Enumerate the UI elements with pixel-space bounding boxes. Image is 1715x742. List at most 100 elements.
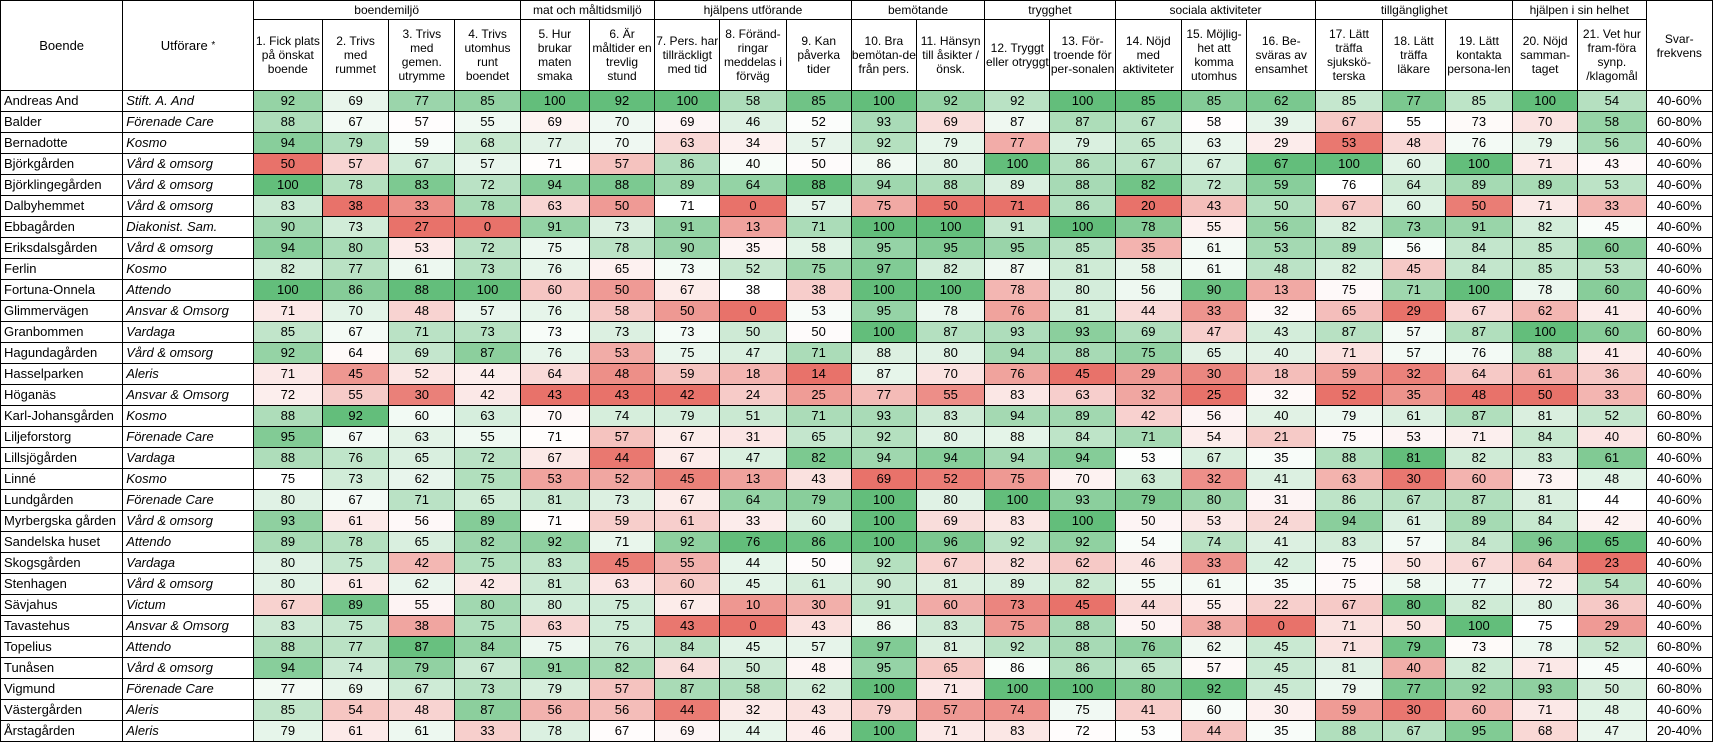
score-cell: 85 <box>252 321 323 343</box>
score-cell: 62 <box>785 678 852 700</box>
score-cell: 71 <box>519 426 590 448</box>
score-cell: 58 <box>719 678 787 700</box>
score-cell: 84 <box>654 636 721 658</box>
score-cell: 56 <box>388 510 456 532</box>
score-cell: 32 <box>1114 384 1182 406</box>
score-cell: 79 <box>1381 636 1446 658</box>
score-cell: 70 <box>588 132 656 154</box>
score-cell: 76 <box>519 258 590 280</box>
score-cell: 89 <box>984 174 1051 196</box>
score-cell: 85 <box>1512 237 1579 259</box>
score-cell: 45 <box>1246 636 1317 658</box>
score-cell: 67 <box>654 279 721 301</box>
score-cell: 87 <box>915 321 986 343</box>
utforare-name: Vardaga <box>122 321 254 343</box>
table-row: Björkgården Vård & omsorg 50 57 67 57 71 57 86 40… <box>0 153 1714 175</box>
score-cell: 52 <box>388 363 456 385</box>
response-rate: 40-60% <box>1645 594 1714 616</box>
score-cell: 71 <box>1315 342 1383 364</box>
score-cell: 92 <box>252 90 323 112</box>
score-cell: 50 <box>785 321 852 343</box>
response-rate: 40-60% <box>1645 573 1714 595</box>
score-cell: 57 <box>321 153 390 175</box>
response-rate: 40-60% <box>1645 657 1714 679</box>
score-cell: 48 <box>388 699 456 721</box>
score-cell: 47 <box>719 447 787 469</box>
score-cell: 13 <box>1246 279 1317 301</box>
score-cell: 88 <box>1315 447 1383 469</box>
score-cell: 60 <box>654 573 721 595</box>
score-cell: 76 <box>719 531 787 553</box>
boende-name: Skogsgården <box>0 552 124 574</box>
score-cell: 80 <box>1381 594 1446 616</box>
score-cell: 94 <box>1049 447 1116 469</box>
score-cell: 80 <box>915 153 986 175</box>
score-cell: 75 <box>454 615 521 637</box>
score-cell: 100 <box>1049 90 1116 112</box>
score-cell: 52 <box>1315 384 1383 406</box>
score-cell: 89 <box>654 174 721 196</box>
score-cell: 0 <box>454 216 521 238</box>
boende-name: Andreas And <box>0 90 124 112</box>
score-cell: 72 <box>1049 720 1116 742</box>
score-cell: 91 <box>984 216 1051 238</box>
boende-name: Vigmund <box>0 678 124 700</box>
utforare-name: Attendo <box>122 279 254 301</box>
score-cell: 50 <box>1512 384 1579 406</box>
score-cell: 93 <box>984 321 1051 343</box>
score-cell: 75 <box>588 594 656 616</box>
score-cell: 30 <box>785 594 852 616</box>
response-rate: 40-60% <box>1645 300 1714 322</box>
utforare-name: Vård & omsorg <box>122 510 254 532</box>
score-cell: 50 <box>1444 195 1514 217</box>
score-cell: 65 <box>785 426 852 448</box>
score-cell: 43 <box>1577 153 1647 175</box>
score-cell: 10 <box>719 594 787 616</box>
score-cell: 65 <box>588 258 656 280</box>
score-cell: 73 <box>654 258 721 280</box>
score-cell: 53 <box>1246 237 1317 259</box>
score-cell: 41 <box>1246 468 1317 490</box>
score-cell: 86 <box>785 531 852 553</box>
utforare-name: Stift. A. And <box>122 90 254 112</box>
boende-name: Lundgården <box>0 489 124 511</box>
utforare-name: Aleris <box>122 720 254 742</box>
score-cell: 77 <box>519 132 590 154</box>
score-cell: 50 <box>719 657 787 679</box>
score-cell: 32 <box>1246 300 1317 322</box>
table-row: Ferlin Kosmo 82 77 61 73 76 65 73 52 75 97 82 87 81 58 6… <box>0 258 1714 280</box>
score-cell: 82 <box>1049 573 1116 595</box>
score-cell: 48 <box>1577 468 1647 490</box>
score-cell: 55 <box>1381 111 1446 133</box>
score-cell: 60 <box>1577 237 1647 259</box>
boende-name: Sandelska huset <box>0 531 124 553</box>
score-cell: 76 <box>984 300 1051 322</box>
score-cell: 75 <box>321 552 390 574</box>
boende-name: Karl-Johansgården <box>0 405 124 427</box>
score-cell: 87 <box>1444 321 1514 343</box>
score-cell: 88 <box>588 174 656 196</box>
score-cell: 93 <box>1049 489 1116 511</box>
score-cell: 47 <box>1577 720 1647 742</box>
score-cell: 92 <box>1049 531 1116 553</box>
utforare-name: Vård & omsorg <box>122 153 254 175</box>
boende-name: Glimmervägen <box>0 300 124 322</box>
score-cell: 40 <box>1246 342 1317 364</box>
score-cell: 45 <box>1246 657 1317 679</box>
score-cell: 84 <box>1512 426 1579 448</box>
score-cell: 65 <box>1180 342 1248 364</box>
score-cell: 83 <box>1315 531 1383 553</box>
score-cell: 75 <box>519 237 590 259</box>
score-cell: 63 <box>1049 384 1116 406</box>
table-row: Topelius Attendo 88 77 87 84 75 76 84 45 57 97 81 92 8… <box>0 636 1714 658</box>
score-cell: 54 <box>1180 426 1248 448</box>
column-header: 12. Tryggt eller otryggt <box>984 19 1051 91</box>
score-cell: 92 <box>1444 678 1514 700</box>
score-cell: 71 <box>984 195 1051 217</box>
score-cell: 35 <box>1114 237 1182 259</box>
score-cell: 35 <box>1381 384 1446 406</box>
score-cell: 100 <box>984 489 1051 511</box>
score-cell: 80 <box>1049 279 1116 301</box>
score-cell: 89 <box>252 531 323 553</box>
